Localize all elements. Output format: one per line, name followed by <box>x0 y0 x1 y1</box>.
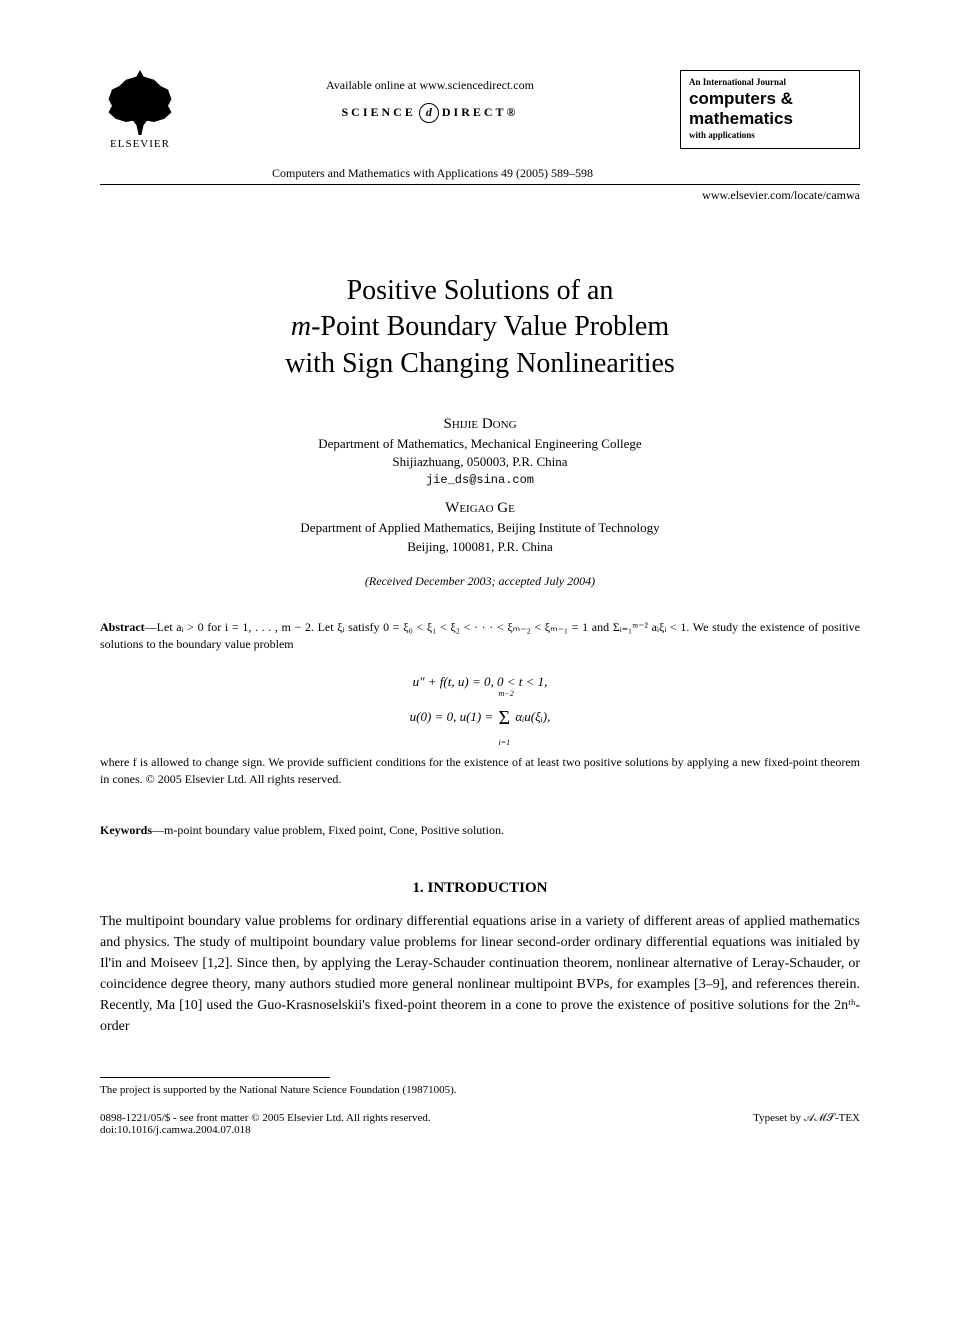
abstract-equations: u″ + f(t, u) = 0, 0 < t < 1, u(0) = 0, u… <box>100 668 860 741</box>
journal-sub: with applications <box>689 130 851 140</box>
elsevier-logo: ELSEVIER <box>100 70 180 160</box>
article-title: Positive Solutions of an m-Point Boundar… <box>100 273 860 382</box>
center-header: Available online at www.sciencedirect.co… <box>180 70 680 137</box>
sd-suffix: DIRECT® <box>442 105 519 119</box>
equation-1: u″ + f(t, u) = 0, 0 < t < 1, <box>100 668 860 697</box>
elsevier-tree-icon <box>105 70 175 135</box>
abstract: Abstract—Let aᵢ > 0 for i = 1, . . . , m… <box>100 619 860 654</box>
author1-dept: Department of Mathematics, Mechanical En… <box>100 435 860 453</box>
equation-2: u(0) = 0, u(1) = Σm−2i=1 αᵢu(ξᵢ), <box>100 696 860 740</box>
section-title: 1. INTRODUCTION <box>100 880 860 897</box>
footer-copyright: 0898-1221/05/$ - see front matter © 2005… <box>100 1112 431 1124</box>
keywords-text: —m-point boundary value problem, Fixed p… <box>152 823 504 837</box>
header-row: ELSEVIER Available online at www.science… <box>100 70 860 160</box>
header-rule <box>100 184 860 185</box>
eq2-rhs: αᵢu(ξᵢ), <box>512 709 550 724</box>
author2-dept: Department of Applied Mathematics, Beiji… <box>100 519 860 537</box>
science-direct-logo: SCIENCEdDIRECT® <box>180 103 680 123</box>
abstract-part2: where f is allowed to change sign. We pr… <box>100 754 860 789</box>
citation: Computers and Mathematics with Applicati… <box>100 166 860 181</box>
abstract-part1: —Let aᵢ > 0 for i = 1, . . . , m − 2. Le… <box>100 620 860 651</box>
available-online-text: Available online at www.sciencedirect.co… <box>180 78 680 93</box>
sum-upper: m−2 <box>499 685 511 703</box>
title-line2: -Point Boundary Value Problem <box>311 311 669 342</box>
title-line3: with Sign Changing Nonlinearities <box>285 348 675 379</box>
footer-left: 0898-1221/05/$ - see front matter © 2005… <box>100 1112 431 1136</box>
footnote-rule <box>100 1077 330 1078</box>
journal-intl: An International Journal <box>689 77 851 87</box>
footer-typeset: Typeset by 𝒜ℳ𝒮-TEX <box>753 1112 860 1136</box>
footer: 0898-1221/05/$ - see front matter © 2005… <box>100 1112 860 1136</box>
sd-d-icon: d <box>419 103 439 123</box>
footer-doi: doi:10.1016/j.camwa.2004.07.018 <box>100 1124 431 1136</box>
author2-addr: Beijing, 100081, P.R. China <box>100 538 860 556</box>
title-line1: Positive Solutions of an <box>347 275 614 306</box>
sum-lower: i=1 <box>499 734 511 752</box>
author1-email: jie_ds@sina.com <box>100 472 860 489</box>
journal-name: computers & mathematics <box>689 89 851 128</box>
authors-block: Shijie Dong Department of Mathematics, M… <box>100 414 860 556</box>
author2-name: Weigao Ge <box>100 498 860 519</box>
journal-url: www.elsevier.com/locate/camwa <box>100 188 860 203</box>
footnote: The project is supported by the National… <box>100 1084 860 1096</box>
publisher-name: ELSEVIER <box>110 138 170 150</box>
keywords: Keywords—m-point boundary value problem,… <box>100 823 860 838</box>
author1-name: Shijie Dong <box>100 414 860 435</box>
eq2-lhs: u(0) = 0, u(1) = <box>410 709 497 724</box>
received-dates: (Received December 2003; accepted July 2… <box>100 574 860 589</box>
author1-addr: Shijiazhuang, 050003, P.R. China <box>100 453 860 471</box>
journal-box: An International Journal computers & mat… <box>680 70 860 149</box>
abstract-label: Abstract <box>100 620 145 634</box>
summation-icon: Σm−2i=1 <box>499 696 511 740</box>
intro-body: The multipoint boundary value problems f… <box>100 911 860 1037</box>
sd-prefix: SCIENCE <box>342 105 416 119</box>
keywords-label: Keywords <box>100 823 152 837</box>
